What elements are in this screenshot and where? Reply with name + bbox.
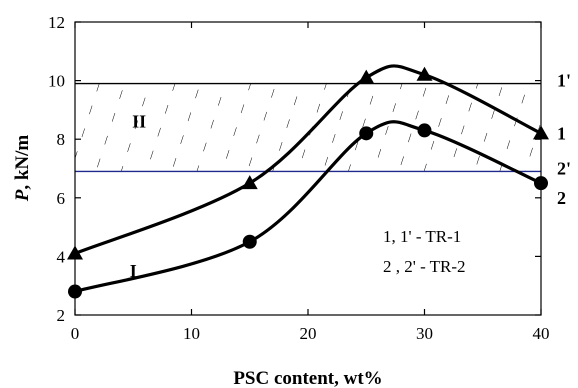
series-2-point <box>417 123 432 138</box>
y-axis-title: P, kN/m <box>12 135 33 203</box>
y-tick-label: 4 <box>57 247 66 266</box>
series-2-point <box>242 234 257 249</box>
curve-label: 2' <box>557 159 571 179</box>
curve-label: 1 <box>557 123 566 143</box>
region-label: II <box>132 111 146 131</box>
series-line-2 <box>75 120 541 294</box>
x-tick-label: 30 <box>416 324 433 343</box>
legend-line-1: 1, 1' - TR-1 <box>383 227 461 246</box>
y-tick-label: 2 <box>57 306 66 325</box>
region-label: I <box>130 261 137 281</box>
series-line-1 <box>75 64 541 256</box>
hatched-region <box>75 83 541 172</box>
curve-label: 2 <box>557 188 566 208</box>
x-tick-label: 0 <box>71 324 80 343</box>
series-1-point <box>358 69 375 84</box>
legend-line-2: 2 , 2' - TR-2 <box>383 257 466 276</box>
series-1-point <box>241 175 258 190</box>
series-1-point <box>416 66 433 81</box>
y-tick-label: 10 <box>48 72 65 91</box>
y-tick-label: 12 <box>48 13 65 32</box>
curve-label: 1' <box>557 71 571 91</box>
y-tick-label: 6 <box>57 189 66 208</box>
x-tick-label: 10 <box>183 324 200 343</box>
series-2-point <box>359 126 374 141</box>
x-axis-title: PSC content, wt% <box>233 368 382 388</box>
x-tick-label: 20 <box>300 324 317 343</box>
x-tick-label: 40 <box>533 324 550 343</box>
y-tick-label: 8 <box>57 130 66 149</box>
